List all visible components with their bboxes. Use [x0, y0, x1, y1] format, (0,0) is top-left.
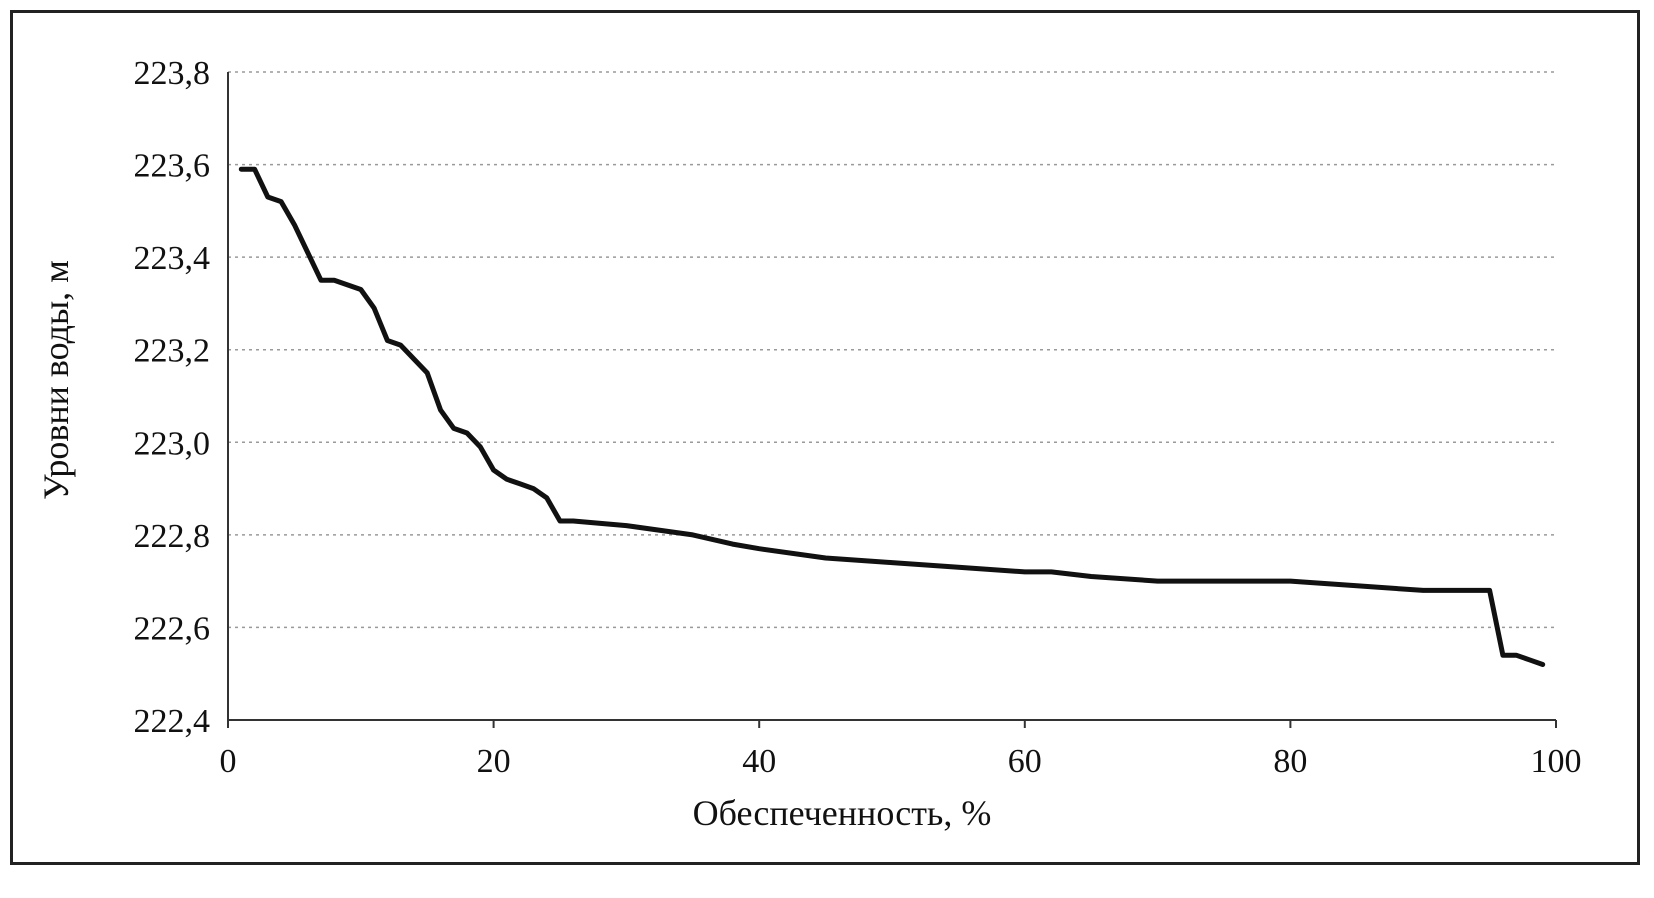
- series-line: [238, 166, 1546, 667]
- y-tick-label: 223,0: [134, 425, 211, 462]
- axes: [227, 72, 1557, 728]
- y-tick-label: 223,6: [134, 148, 211, 185]
- x-tick-label: 80: [1273, 743, 1307, 780]
- chart-frame: [10, 10, 1640, 865]
- series-layer: [238, 166, 1546, 667]
- y-tick-label: 222,8: [134, 518, 211, 555]
- y-axis-title: Уровни воды, м: [36, 260, 76, 500]
- x-tick-label: 100: [1531, 743, 1582, 780]
- y-tick-label: 223,2: [134, 333, 211, 370]
- x-axis-title: Обеспеченность, %: [693, 793, 992, 833]
- x-tick-label: 0: [220, 743, 237, 780]
- x-tick-label: 60: [1008, 743, 1042, 780]
- y-tick-label: 223,8: [134, 55, 211, 92]
- x-tick-label: 20: [477, 743, 511, 780]
- y-tick-labels: 222,4 222,6 222,8 223,0 223,2 223,4 223,6 223,8: [134, 55, 211, 740]
- y-tick-label: 222,6: [134, 610, 211, 647]
- grid-lines: [228, 71, 1556, 629]
- y-tick-label: 223,4: [134, 240, 211, 277]
- y-tick-label: 222,4: [134, 703, 211, 740]
- x-tick-label: 40: [742, 743, 776, 780]
- x-tick-labels: 0 20 40 60 80 100: [220, 743, 1582, 780]
